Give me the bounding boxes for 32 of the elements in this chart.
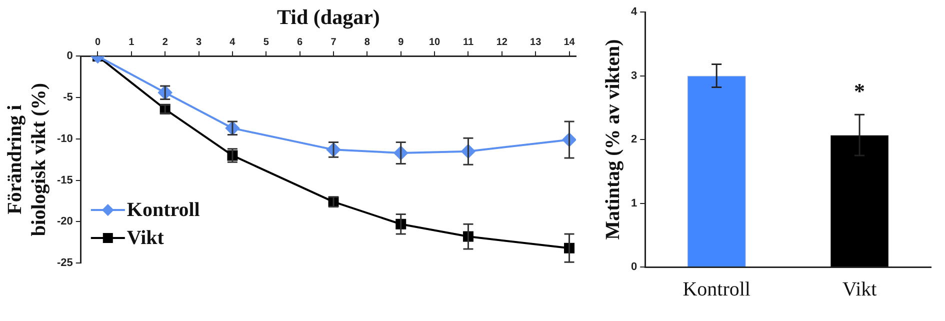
x-tick-label: 0 bbox=[94, 36, 101, 48]
y-tick-label: -15 bbox=[56, 174, 73, 186]
legend-label: Kontroll bbox=[126, 199, 200, 222]
y-tick-label: -5 bbox=[63, 92, 73, 104]
x-tick-label: 11 bbox=[462, 36, 474, 48]
x-tick-label: 2 bbox=[162, 36, 168, 48]
x-tick-label: 1 bbox=[128, 36, 135, 48]
x-tick-label: 14 bbox=[564, 36, 576, 48]
legend-label: Vikt bbox=[126, 227, 164, 250]
y-tick-label: 4 bbox=[630, 6, 638, 18]
x-tick-label: 5 bbox=[263, 36, 270, 48]
y-axis-title: Matintag (% av vikten) bbox=[602, 39, 624, 240]
x-axis-title: Tid (dagar) bbox=[277, 5, 380, 30]
y-tick-label: 0 bbox=[66, 50, 73, 62]
y-tick-label: 1 bbox=[630, 197, 638, 210]
y-tick-label: -20 bbox=[56, 216, 73, 228]
x-tick-label: 12 bbox=[496, 36, 508, 48]
annotation: * bbox=[854, 78, 866, 104]
x-tick-label: 8 bbox=[364, 36, 370, 48]
x-tick-label: 3 bbox=[196, 36, 202, 48]
x-tick-label: 7 bbox=[330, 36, 337, 48]
x-tick-label: 9 bbox=[398, 36, 404, 48]
x-tick-label: 6 bbox=[297, 36, 304, 48]
y-axis-title: Förändring i biologisk vikt (%) bbox=[4, 82, 50, 236]
y-tick-label: 2 bbox=[630, 134, 638, 146]
x-tick-label: 13 bbox=[530, 36, 542, 48]
x-tick-label: 4 bbox=[230, 36, 236, 48]
y-tick-label: -25 bbox=[56, 257, 73, 270]
y-tick-label: 0 bbox=[630, 261, 638, 274]
x-tick-label: 10 bbox=[428, 36, 441, 48]
y-tick-label: -10 bbox=[56, 132, 73, 145]
y-tick-label: 3 bbox=[630, 70, 638, 82]
